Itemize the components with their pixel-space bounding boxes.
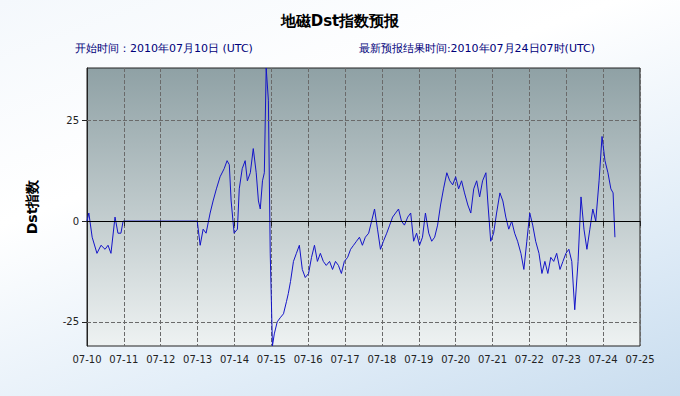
- svg-text:07-23: 07-23: [552, 354, 581, 365]
- svg-text:Dst指数: Dst指数: [24, 179, 40, 235]
- svg-text:07-16: 07-16: [294, 354, 323, 365]
- svg-text:0: 0: [73, 216, 79, 227]
- svg-text:07-11: 07-11: [109, 354, 138, 365]
- svg-text:07-13: 07-13: [183, 354, 212, 365]
- svg-text:07-17: 07-17: [331, 354, 360, 365]
- svg-text:07-10: 07-10: [72, 354, 101, 365]
- svg-text:07-25: 07-25: [625, 354, 654, 365]
- svg-text:07-18: 07-18: [367, 354, 396, 365]
- svg-text:07-19: 07-19: [404, 354, 433, 365]
- svg-text:07-21: 07-21: [478, 354, 507, 365]
- svg-text:最新预报结果时间:2010年07月24日07时(UTC): 最新预报结果时间:2010年07月24日07时(UTC): [359, 42, 595, 55]
- svg-text:地磁Dst指数预报: 地磁Dst指数预报: [280, 12, 401, 30]
- svg-text:25: 25: [66, 115, 79, 126]
- svg-text:-25: -25: [63, 316, 79, 327]
- svg-text:07-20: 07-20: [441, 354, 470, 365]
- svg-text:07-15: 07-15: [257, 354, 286, 365]
- svg-text:07-12: 07-12: [146, 354, 175, 365]
- svg-text:07-22: 07-22: [515, 354, 544, 365]
- svg-text:开始时间：2010年07月10日 (UTC): 开始时间：2010年07月10日 (UTC): [75, 42, 253, 55]
- svg-text:07-24: 07-24: [589, 354, 618, 365]
- svg-text:07-14: 07-14: [220, 354, 249, 365]
